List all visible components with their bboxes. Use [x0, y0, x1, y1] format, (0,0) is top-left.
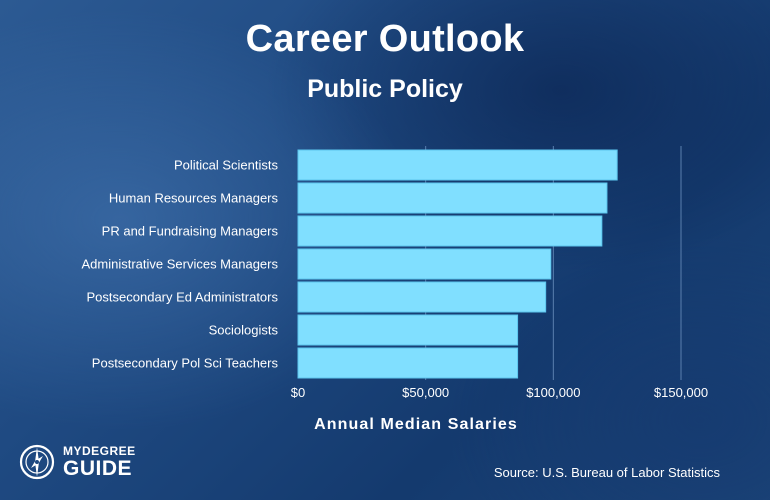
bar — [297, 347, 519, 379]
bar — [297, 281, 547, 313]
category-label: Human Resources Managers — [109, 191, 279, 206]
category-label: Postsecondary Ed Administrators — [87, 290, 279, 305]
bar — [297, 314, 519, 346]
bar — [297, 215, 603, 247]
logo: MYDEGREE GUIDE — [19, 442, 136, 482]
compass-logo-icon — [19, 444, 55, 480]
bar — [297, 248, 552, 280]
x-tick-label: $50,000 — [402, 385, 449, 400]
category-label: Administrative Services Managers — [81, 257, 278, 272]
logo-text-bottom: GUIDE — [63, 457, 133, 480]
category-label: Sociologists — [209, 323, 279, 338]
category-label: Postsecondary Pol Sci Teachers — [92, 356, 279, 371]
x-tick-label: $0 — [291, 385, 305, 400]
salary-bar-chart: Political Scientists Human Resources Mana… — [81, 146, 708, 400]
x-axis-label: Annual Median Salaries — [314, 416, 518, 433]
logo-text-top: MYDEGREE — [63, 444, 136, 458]
bar — [297, 182, 608, 214]
category-label: Political Scientists — [174, 158, 279, 173]
x-tick-label: $150,000 — [654, 385, 708, 400]
x-tick-label: $100,000 — [526, 385, 580, 400]
chart-title: Career Outlook — [245, 18, 525, 60]
bar — [297, 149, 618, 181]
category-label: PR and Fundraising Managers — [102, 224, 279, 239]
chart-subtitle: Public Policy — [307, 75, 463, 103]
source-note: Source: U.S. Bureau of Labor Statistics — [493, 465, 720, 480]
